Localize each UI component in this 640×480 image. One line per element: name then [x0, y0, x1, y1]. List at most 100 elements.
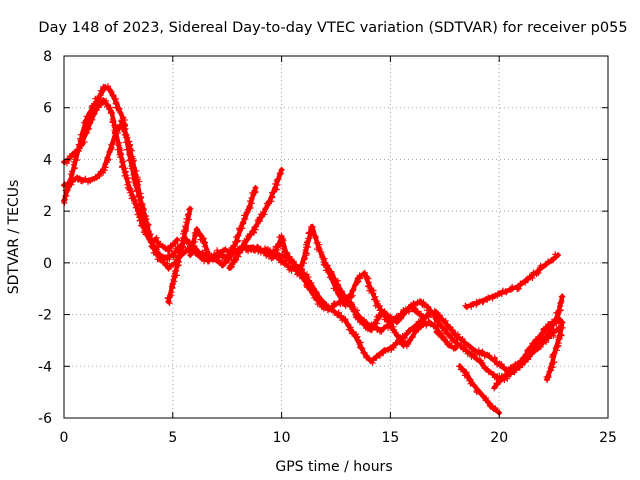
data-point	[483, 296, 490, 303]
x-tick-label: 5	[168, 430, 177, 446]
data-point	[341, 316, 348, 323]
data-point	[374, 301, 381, 308]
y-tick-label: 8	[43, 49, 52, 65]
data-point	[476, 298, 483, 305]
data-point	[335, 311, 342, 318]
data-point	[119, 120, 126, 127]
data-point	[522, 355, 529, 362]
data-point	[489, 371, 496, 377]
data-point	[169, 280, 176, 287]
data-point	[217, 252, 224, 259]
data-point	[509, 285, 516, 292]
data-point	[465, 342, 472, 349]
data-point	[119, 115, 126, 122]
series-arc-3	[61, 97, 181, 255]
data-point	[544, 334, 551, 341]
data-point	[374, 352, 381, 359]
data-point	[348, 290, 355, 297]
data-point	[426, 319, 433, 326]
data-point	[472, 347, 479, 354]
data-point	[259, 213, 265, 220]
y-axis: -6 -4 -2 0 2 4 6 8	[38, 49, 52, 427]
data-point	[309, 223, 316, 230]
data-point	[426, 311, 433, 318]
data-point	[387, 321, 394, 328]
data-point	[95, 94, 102, 101]
data-point	[348, 301, 355, 308]
data-point	[74, 174, 81, 181]
data-point	[444, 329, 450, 336]
data-point	[478, 350, 485, 357]
x-tick-label: 15	[381, 430, 399, 446]
data-point	[452, 332, 459, 339]
axis-ticks	[63, 55, 609, 419]
data-point	[333, 301, 339, 308]
data-point	[502, 373, 509, 380]
data-point	[463, 303, 470, 310]
series-arc-6	[226, 166, 285, 271]
data-point	[246, 205, 252, 212]
data-point	[289, 259, 296, 266]
data-point	[400, 342, 407, 349]
data-point	[559, 319, 566, 326]
data-point	[187, 205, 194, 212]
y-axis-label: SDTVAR / TECUs	[6, 180, 22, 295]
data-point	[274, 244, 281, 251]
data-point	[174, 262, 181, 269]
data-point	[439, 316, 446, 323]
data-point	[470, 381, 477, 388]
data-point	[206, 254, 213, 261]
data-point	[161, 244, 168, 251]
data-point	[437, 321, 444, 328]
data-point	[256, 246, 263, 253]
data-point	[524, 347, 531, 354]
data-point	[354, 314, 361, 321]
data-point	[269, 254, 276, 261]
data-point	[555, 252, 561, 259]
data-point	[143, 231, 150, 238]
data-point	[239, 221, 246, 228]
data-point	[393, 332, 400, 339]
data-point	[489, 293, 496, 300]
data-point	[328, 306, 335, 313]
data-point	[106, 148, 113, 155]
data-point	[446, 342, 453, 349]
data-point	[193, 226, 200, 233]
data-point	[250, 244, 257, 251]
data-point	[528, 272, 535, 279]
data-point	[470, 352, 477, 359]
data-point	[413, 309, 420, 315]
data-point	[550, 329, 557, 336]
data-point	[446, 324, 453, 331]
data-point	[515, 283, 522, 290]
data-point	[91, 109, 98, 116]
data-point	[452, 345, 459, 352]
data-point	[387, 345, 394, 352]
data-point	[555, 311, 561, 318]
data-point	[322, 259, 329, 266]
data-point	[148, 239, 154, 246]
data-point	[544, 376, 551, 383]
data-point	[485, 352, 492, 359]
data-point	[117, 151, 124, 158]
data-point	[420, 321, 426, 328]
data-point	[380, 347, 387, 354]
data-point	[361, 350, 368, 357]
data-point	[87, 177, 94, 184]
series-arc-14	[543, 319, 566, 383]
data-point	[407, 337, 413, 344]
data-point	[439, 334, 446, 341]
data-point	[522, 278, 529, 284]
data-point	[82, 130, 89, 137]
data-point	[174, 236, 181, 243]
data-point	[559, 293, 566, 300]
y-tick-label: -4	[38, 359, 52, 375]
data-point	[302, 249, 309, 256]
data-point	[361, 270, 368, 277]
data-point	[165, 265, 172, 271]
data-point	[121, 169, 128, 176]
data-point	[163, 254, 170, 261]
series-markers	[320, 261, 457, 352]
x-tick-label: 0	[60, 430, 69, 446]
data-point	[509, 368, 516, 375]
